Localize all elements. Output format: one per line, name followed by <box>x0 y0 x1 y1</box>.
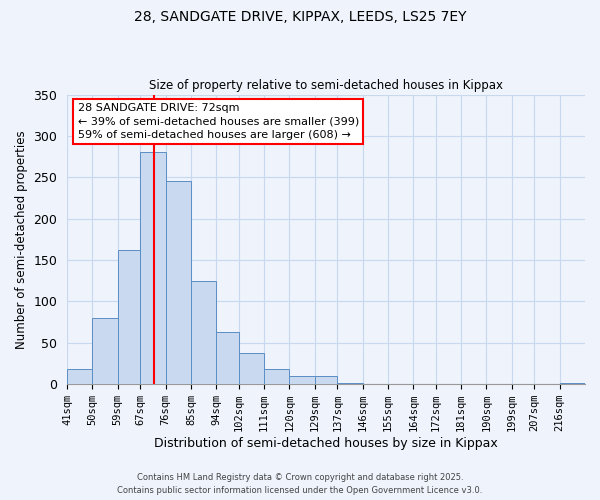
Bar <box>67 370 92 384</box>
Text: 28 SANDGATE DRIVE: 72sqm
← 39% of semi-detached houses are smaller (399)
59% of : 28 SANDGATE DRIVE: 72sqm ← 39% of semi-d… <box>77 103 359 140</box>
Bar <box>264 370 289 384</box>
Bar <box>118 250 140 384</box>
Y-axis label: Number of semi-detached properties: Number of semi-detached properties <box>15 130 28 348</box>
Bar <box>315 376 337 384</box>
Bar <box>239 353 264 384</box>
Bar <box>191 281 217 384</box>
Text: 28, SANDGATE DRIVE, KIPPAX, LEEDS, LS25 7EY: 28, SANDGATE DRIVE, KIPPAX, LEEDS, LS25 … <box>134 10 466 24</box>
Bar <box>217 332 239 384</box>
Bar <box>337 382 362 384</box>
Bar <box>289 376 315 384</box>
Bar <box>560 382 585 384</box>
Bar <box>166 182 191 384</box>
Title: Size of property relative to semi-detached houses in Kippax: Size of property relative to semi-detach… <box>149 79 503 92</box>
Bar <box>140 152 166 384</box>
Text: Contains HM Land Registry data © Crown copyright and database right 2025.
Contai: Contains HM Land Registry data © Crown c… <box>118 474 482 495</box>
X-axis label: Distribution of semi-detached houses by size in Kippax: Distribution of semi-detached houses by … <box>154 437 498 450</box>
Bar <box>92 318 118 384</box>
